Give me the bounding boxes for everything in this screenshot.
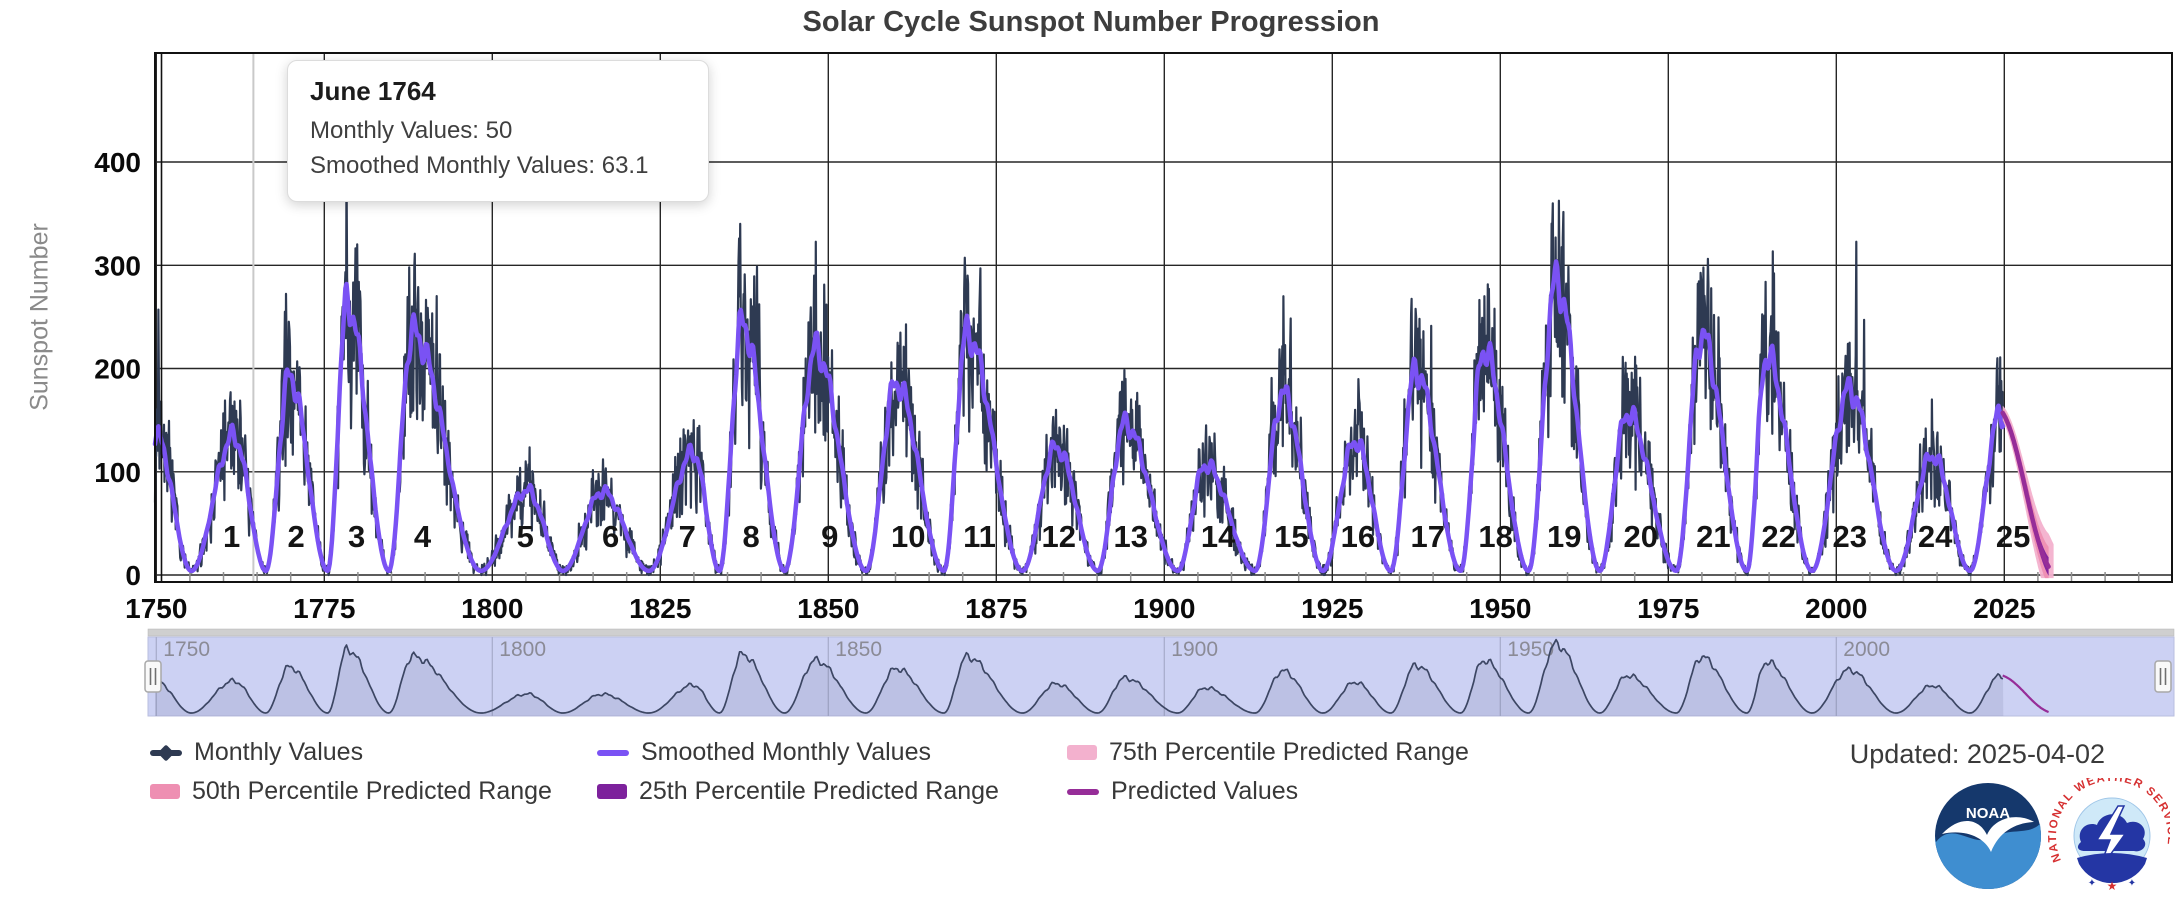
legend-item-50th-percentile-predicted-range[interactable]: 50th Percentile Predicted Range: [150, 772, 597, 811]
legend-marker-75th-percentile-predicted-range: [1067, 745, 1097, 760]
cycle-label-7: 7: [679, 519, 696, 554]
monthly-values-series: [153, 160, 2005, 577]
cycle-label-25: 25: [1996, 519, 2030, 554]
tooltip-title: June 1764: [310, 76, 436, 106]
tooltip-smoothed-value: Smoothed Monthly Values: 63.1: [310, 151, 649, 179]
nws-logo-diamond-left: ✦: [2088, 878, 2096, 889]
legend-item-75th-percentile-predicted-range[interactable]: 75th Percentile Predicted Range: [1067, 733, 1507, 772]
cycle-label-16: 16: [1341, 519, 1375, 554]
legend-item-25th-percentile-predicted-range[interactable]: 25th Percentile Predicted Range: [597, 772, 1067, 811]
cycle-label-5: 5: [517, 519, 534, 554]
legend-marker-predicted-values: [1067, 788, 1099, 795]
navigator-label-1800: 1800: [499, 638, 546, 661]
nws-logo-star: ★: [2107, 879, 2118, 893]
smoothed-values-series: [152, 259, 2006, 574]
updated-label: Updated: 2025-04-02: [1849, 739, 2105, 769]
x-tick-1925: 1925: [1301, 593, 1363, 624]
tooltip-monthly-value: Monthly Values: 50: [310, 117, 513, 144]
cycle-number-labels: 1 2 3 4 5 6 7 8 9 10 11 12 13 14 15 16 17 18 19 20 21 22 23 24 2…: [223, 519, 2030, 554]
cycle-label-14: 14: [1201, 519, 1236, 554]
cycle-label-6: 6: [602, 519, 619, 554]
y-tick-400: 400: [94, 147, 141, 178]
legend-label: 75th Percentile Predicted Range: [1109, 738, 1469, 766]
nws-logo: NATIONAL WEATHER SERVICE ✦ ★ ✦: [2047, 778, 2170, 893]
x-tick-1825: 1825: [629, 593, 691, 624]
legend-label: 50th Percentile Predicted Range: [192, 777, 552, 805]
legend-marker-smoothed-monthly-values: [597, 749, 629, 756]
navigator-handle-left[interactable]: [144, 660, 162, 693]
x-tick-1950: 1950: [1469, 593, 1531, 624]
cycle-label-22: 22: [1761, 519, 1795, 554]
y-tick-200: 200: [94, 354, 141, 385]
x-tick-1900: 1900: [1133, 593, 1195, 624]
noaa-logo: NOAA: [1935, 783, 2041, 889]
legend: Monthly Values Smoothed Monthly Values 75t…: [150, 733, 1507, 811]
x-tick-2025: 2025: [1973, 593, 2035, 624]
cycle-label-19: 19: [1547, 519, 1581, 554]
y-tick-300: 300: [94, 250, 141, 281]
navigator[interactable]: 1750 1800 1850 1900 1950 2000: [144, 628, 2175, 717]
predicted-values-series: [2000, 410, 2051, 569]
x-tick-1750: 1750: [125, 593, 187, 624]
x-tick-1875: 1875: [965, 593, 1027, 624]
x-tick-1850: 1850: [797, 593, 859, 624]
cycle-label-2: 2: [287, 519, 304, 554]
chart-title: Solar Cycle Sunspot Number Progression: [802, 6, 1380, 38]
x-axis-tick-labels: 1750 1775 1800 1825 1850 1875 1900 1925 1950 1975…: [125, 593, 2035, 624]
legend-marker-monthly-values: [150, 744, 182, 761]
cycle-label-1: 1: [223, 519, 240, 554]
navigator-series: [154, 638, 2004, 714]
legend-item-monthly-values[interactable]: Monthly Values: [150, 733, 597, 772]
cycle-label-21: 21: [1696, 519, 1730, 554]
navigator-label-1750: 1750: [163, 638, 210, 661]
legend-marker-50th-percentile-predicted-range: [150, 784, 180, 799]
navigator-label-2000: 2000: [1843, 638, 1890, 661]
x-tick-2000: 2000: [1805, 593, 1867, 624]
cycle-label-10: 10: [891, 519, 925, 554]
navigator-label-1950: 1950: [1507, 638, 1554, 661]
cycle-label-23: 23: [1833, 519, 1867, 554]
cycle-label-8: 8: [742, 519, 759, 554]
navigator-label-1850: 1850: [835, 638, 882, 661]
legend-label: Monthly Values: [194, 738, 364, 766]
cycle-label-4: 4: [414, 519, 432, 554]
x-axis-minor-ticks: [189, 572, 2140, 582]
cycle-label-11: 11: [963, 519, 996, 554]
x-tick-1775: 1775: [293, 593, 355, 624]
noaa-logo-text: NOAA: [1966, 805, 2010, 822]
agency-logos: NOAA NATIONAL WEATHER SERVICE ✦ ★ ✦: [1935, 778, 2170, 893]
cycle-label-15: 15: [1274, 519, 1308, 554]
navigator-label-1900: 1900: [1171, 638, 1218, 661]
cycle-label-13: 13: [1113, 519, 1147, 554]
legend-item-predicted-values[interactable]: Predicted Values: [1067, 772, 1507, 811]
navigator-handle-right[interactable]: [2154, 660, 2172, 693]
legend-marker-25th-percentile-predicted-range: [597, 784, 627, 799]
navigator-predicted-series: [2002, 674, 2049, 714]
x-tick-1800: 1800: [461, 593, 523, 624]
navigator-scrollbar[interactable]: [147, 628, 2175, 637]
cycle-label-12: 12: [1042, 519, 1076, 554]
cycle-label-24: 24: [1918, 519, 1953, 554]
cycle-label-9: 9: [821, 519, 838, 554]
y-tick-0: 0: [125, 560, 141, 591]
legend-label: Predicted Values: [1111, 777, 1299, 805]
x-tick-1975: 1975: [1637, 593, 1699, 624]
cycle-label-3: 3: [348, 519, 365, 554]
legend-label: 25th Percentile Predicted Range: [639, 777, 999, 805]
cycle-label-18: 18: [1478, 519, 1512, 554]
tooltip: June 1764 Monthly Values: 50 Smoothed Mo…: [287, 60, 709, 202]
cycle-label-20: 20: [1624, 519, 1658, 554]
legend-item-smoothed-monthly-values[interactable]: Smoothed Monthly Values: [597, 733, 1067, 772]
plot-border: [154, 52, 2173, 583]
cycle-label-17: 17: [1411, 519, 1445, 554]
y-axis-tick-labels: 0 100 200 300 400: [94, 147, 141, 591]
legend-label: Smoothed Monthly Values: [641, 738, 931, 766]
y-tick-100: 100: [94, 457, 141, 488]
nws-logo-diamond-right: ✦: [2128, 878, 2136, 889]
